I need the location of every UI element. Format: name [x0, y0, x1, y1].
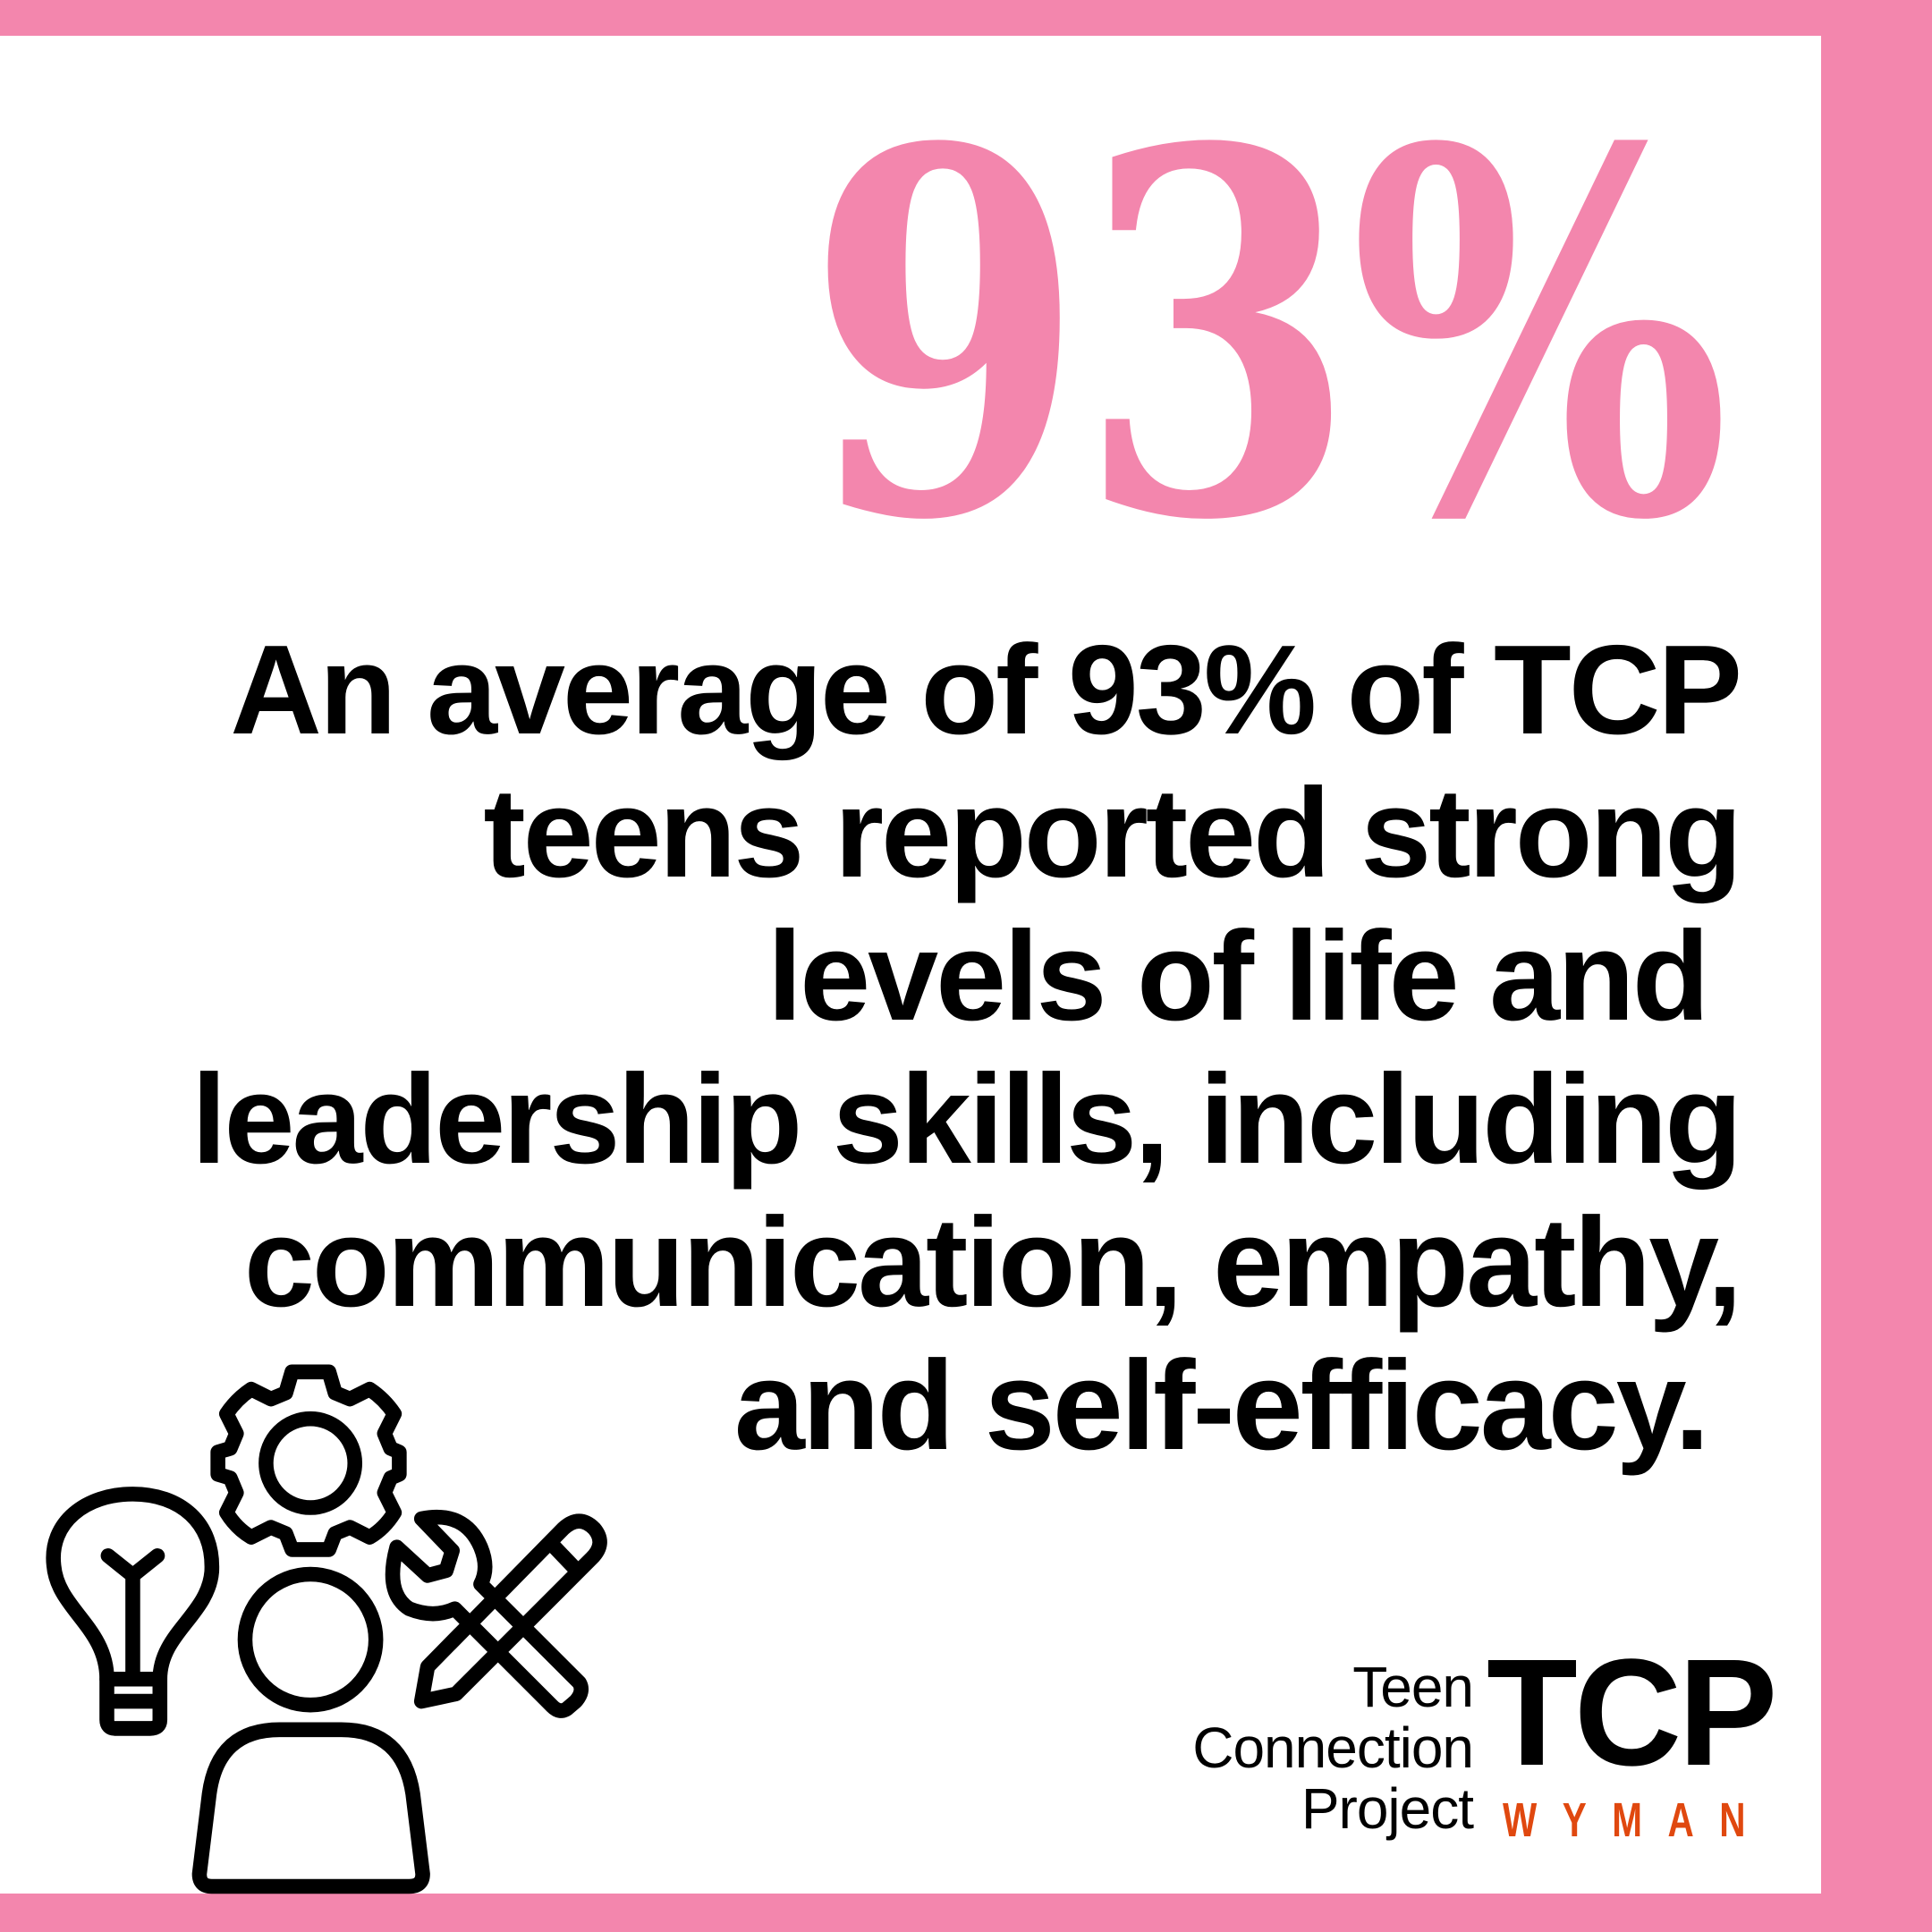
description-line: and self-efficacy.	[733, 1335, 1740, 1477]
logo-word: Project	[1301, 1776, 1474, 1841]
lightbulb-icon	[46, 1487, 220, 1736]
logo-org-name: WYMAN	[1503, 1793, 1771, 1847]
person-icon	[191, 1566, 430, 1894]
description-line: leadership skills, including	[191, 1048, 1742, 1191]
logo-program-name: Teen Connection Project	[1192, 1655, 1474, 1841]
pencil-icon	[413, 1513, 607, 1709]
description-line: levels of life and	[767, 905, 1740, 1047]
logo-word: Teen	[1352, 1655, 1474, 1719]
logo-acronym: TCP	[1487, 1628, 1777, 1798]
skills-illustration	[46, 1364, 607, 1894]
description-line: teens reported strong	[483, 762, 1742, 904]
description-text: An average of 93% of TCP teens reported …	[40, 619, 1742, 1478]
wrench-icon	[385, 1509, 589, 1718]
description-line: communication, empathy,	[243, 1191, 1742, 1334]
headline-stat: 93%	[805, 42, 1730, 631]
logo-word: Connection	[1192, 1716, 1474, 1780]
gear-icon	[210, 1364, 407, 1557]
content-panel	[0, 36, 1821, 1894]
description-line: An average of 93% of TCP	[230, 619, 1742, 761]
